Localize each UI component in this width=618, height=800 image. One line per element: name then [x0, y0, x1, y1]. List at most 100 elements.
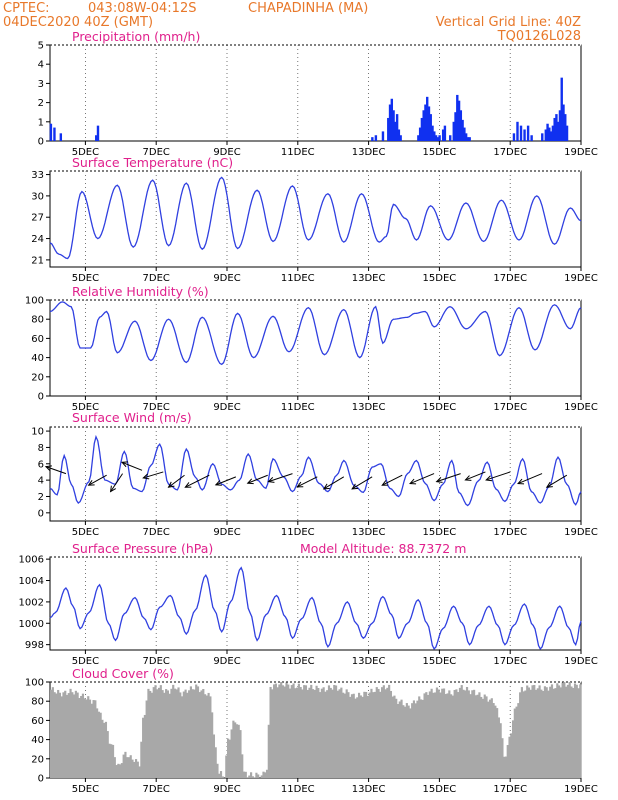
cloud-bar [570, 686, 573, 778]
wind-ytick-label-5: 10 [31, 427, 44, 438]
precip-bar [565, 125, 569, 141]
wind-arrow-head [167, 481, 175, 488]
precip-bar [434, 135, 438, 141]
cloud-bar [150, 692, 154, 778]
wind-arrow [436, 473, 461, 483]
cloud-cover-title: Cloud Cover (%) [72, 666, 174, 681]
cloud-bar [444, 694, 447, 778]
cloud-bar [527, 687, 531, 778]
cloud-bar [283, 686, 286, 778]
cloud-ytick-label-0: 0 [38, 774, 44, 785]
cloud-bar [65, 694, 69, 778]
header-org: CPTEC: [3, 1, 50, 16]
temp-xtick-label-6: 17DEC [493, 273, 527, 284]
precip-bar [468, 137, 471, 141]
cloud-bar [334, 685, 338, 778]
cloud-bar [253, 777, 256, 778]
cloud-bar [414, 703, 417, 778]
cloud-bar [303, 685, 306, 778]
cloud-bar [267, 724, 270, 778]
wind-ytick-label-3: 6 [38, 459, 44, 470]
cloud-xtick-label-0: 5DEC [72, 784, 99, 795]
wind-arrow [323, 476, 345, 490]
wind-arrow-head [142, 473, 150, 480]
cloud-bar [487, 701, 490, 778]
wind-xtick-label-7: 19DEC [564, 527, 598, 538]
cloud-bar [336, 690, 339, 778]
cloud-bar [434, 692, 437, 778]
cloud-bar [439, 692, 442, 778]
cloud-bar [156, 689, 159, 778]
cloud-bar [393, 695, 396, 778]
cloud-bar [228, 739, 231, 778]
cloud-bar [320, 688, 323, 778]
cloud-bar [159, 685, 162, 778]
cloud-bar [310, 684, 313, 778]
cloud-bar [499, 723, 502, 778]
cloud-bar [538, 685, 541, 778]
wind-arrow [486, 471, 511, 481]
cloud-bar [239, 730, 242, 778]
cloud-bar [416, 700, 419, 778]
cloud-bar [506, 745, 509, 778]
cloud-bar [577, 688, 580, 778]
cloud-bar [418, 696, 421, 778]
cloud-bar [504, 756, 508, 778]
cloud-bar [311, 689, 315, 778]
cloud-bar [386, 687, 389, 778]
cloud-bar [441, 688, 444, 778]
cloud-bar [542, 691, 545, 778]
pres-series-line [49, 566, 582, 651]
cloud-bar [529, 689, 532, 778]
cloud-bar [543, 686, 546, 778]
cloud-bar [180, 696, 184, 778]
cloud-bar [437, 689, 440, 778]
cloud-bar [136, 761, 139, 778]
wind-arrow-head [267, 477, 275, 483]
cloud-bar [554, 688, 557, 778]
cloud-bar [389, 690, 393, 778]
cloud-bar [257, 774, 260, 778]
cloud-bar [421, 699, 424, 778]
cloud-bar [200, 690, 203, 778]
cloud-bar [140, 741, 143, 778]
temp-plot-frame [49, 170, 582, 268]
pres-xtick-label-7: 19DEC [564, 656, 598, 667]
cloud-bar [260, 775, 263, 778]
precip-xtick-label-0: 5DEC [72, 147, 99, 158]
cloud-bar [363, 691, 366, 778]
cloud-bar [142, 717, 145, 778]
cloud-bar [53, 692, 56, 778]
pres-xtick-label-4: 13DEC [352, 656, 386, 667]
cloud-ytick-label-1: 20 [31, 754, 44, 765]
cloud-bar [251, 776, 254, 778]
precip-bar [564, 114, 567, 141]
wind-panel: Surface Wind (m/s) 0 2 4 6 8 10 5DEC 7DEC 9DEC 11… [31, 410, 598, 538]
cloud-bar [313, 689, 316, 778]
cloud-bar [423, 693, 426, 778]
precip-bar [456, 94, 459, 141]
cloud-bar [427, 694, 430, 778]
cloud-bar [407, 705, 410, 778]
precip-bar [371, 137, 374, 141]
model-altitude-annotation: Model Altitude: 88.7372 m [300, 541, 466, 556]
precip-bar [95, 135, 98, 141]
wind-ytick-label-1: 2 [38, 492, 44, 503]
wind-xtick-label-1: 7DEC [143, 527, 170, 538]
cloud-bar [189, 686, 192, 778]
cloud-bar [531, 685, 534, 778]
cloud-bar [287, 684, 290, 778]
temp-xtick-label-2: 9DEC [213, 273, 240, 284]
cloud-bar [400, 699, 403, 778]
pres-ytick-label-1: 1000 [19, 619, 44, 630]
cloud-bar [299, 687, 302, 778]
temp-ytick-label-2: 27 [31, 213, 44, 224]
precip-xtick-label-6: 17DEC [493, 147, 527, 158]
cloud-bar [274, 683, 277, 778]
cloud-bar [154, 685, 157, 778]
cloud-bar [211, 712, 214, 778]
cloud-bar [157, 687, 161, 778]
wind-arrow-head [545, 481, 553, 488]
cloud-bar [556, 683, 559, 778]
